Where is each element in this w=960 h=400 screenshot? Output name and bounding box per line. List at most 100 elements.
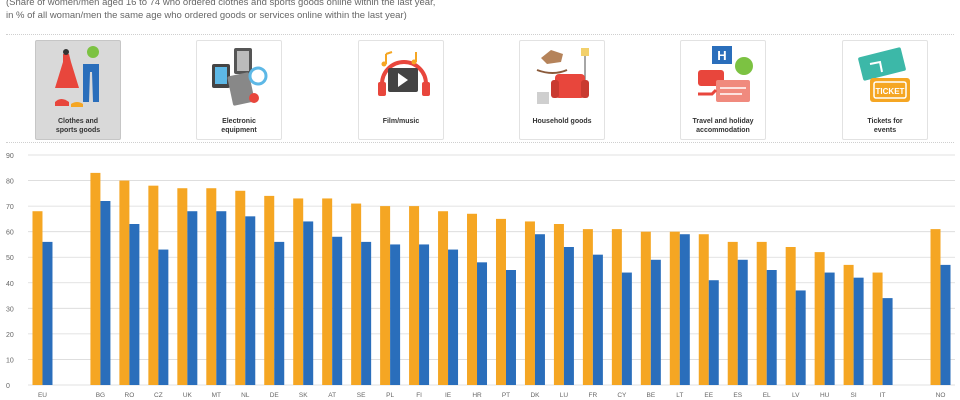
bar-women <box>843 264 854 385</box>
x-tick-label: DK <box>530 392 540 399</box>
bar-men <box>766 270 777 385</box>
bar-men <box>853 277 864 385</box>
electronics-icon <box>212 48 268 106</box>
y-tick-label: 40 <box>6 281 14 288</box>
y-tick-label: 20 <box>6 332 14 339</box>
svg-text:TICKET: TICKET <box>876 87 905 96</box>
bar-men <box>361 241 372 385</box>
divider <box>6 142 954 143</box>
subtitle-line-2: in % of all woman/men the same age who o… <box>6 10 407 21</box>
category-tickets-button[interactable]: TICKET Tickets for events <box>842 40 928 140</box>
y-tick-label: 80 <box>6 179 14 186</box>
bar-men <box>795 290 806 385</box>
x-tick-label: CY <box>617 392 627 399</box>
x-tick-label: IE <box>445 392 452 399</box>
bar-men <box>679 234 690 385</box>
bar-men <box>592 254 603 385</box>
x-tick-label: NO <box>936 392 946 399</box>
bar-men <box>737 259 748 385</box>
bar-women <box>293 198 304 385</box>
bar-men <box>216 211 227 385</box>
x-tick-label: BE <box>646 392 655 399</box>
bar-men <box>187 211 198 385</box>
y-tick-label: 60 <box>6 230 14 237</box>
category-label: Travel and holiday accommodation <box>692 118 754 134</box>
x-tick-label: RO <box>125 392 135 399</box>
bar-women <box>119 180 130 385</box>
film-music-icon <box>378 51 430 96</box>
bar-women <box>148 185 159 385</box>
x-tick-label: PL <box>386 392 394 399</box>
svg-text:H: H <box>717 48 726 63</box>
category-travel-button[interactable]: H Travel and holiday accommodation <box>680 40 766 140</box>
bar-men <box>129 224 140 385</box>
category-clothes-button[interactable]: Clothes and sports goods <box>35 40 121 140</box>
bar-men <box>100 201 111 385</box>
bar-women <box>582 229 593 385</box>
chart-subtitle: (Share of women/men aged 16 to 74 who or… <box>6 0 906 22</box>
travel-icon: H <box>698 46 753 102</box>
bar-men <box>42 241 53 385</box>
x-tick-label: PT <box>502 392 510 399</box>
bar-women <box>495 218 506 385</box>
x-tick-label: ES <box>733 392 742 399</box>
bar-women <box>640 231 651 385</box>
category-label: Household goods <box>532 118 592 125</box>
bar-men <box>650 259 661 385</box>
bar-women <box>322 198 333 385</box>
bar-men <box>940 264 951 385</box>
x-tick-label: FI <box>416 392 422 399</box>
household-icon <box>536 48 589 104</box>
bar-women <box>727 241 738 385</box>
x-tick-label: MT <box>212 392 221 399</box>
x-tick-label: HU <box>820 392 830 399</box>
bar-women <box>930 229 941 385</box>
bar-women <box>90 172 101 385</box>
category-household-button[interactable]: Household goods <box>519 40 605 140</box>
bar-men <box>563 247 574 385</box>
y-tick-label: 0 <box>6 383 10 390</box>
x-tick-label: NL <box>241 392 250 399</box>
bar-men <box>274 241 285 385</box>
bar-women <box>206 188 217 385</box>
bar-women <box>524 221 535 385</box>
category-electronics-button[interactable]: Electronic equipment <box>196 40 282 140</box>
y-tick-label: 10 <box>6 357 14 364</box>
x-tick-label: HR <box>472 392 482 399</box>
bar-women <box>756 241 767 385</box>
x-tick-label: BG <box>96 392 105 399</box>
x-tick-label: UK <box>183 392 193 399</box>
y-tick-label: 90 <box>6 153 14 160</box>
clothes-icon <box>55 46 99 107</box>
y-tick-label: 50 <box>6 255 14 262</box>
y-tick-label: 30 <box>6 306 14 313</box>
x-tick-label: IT <box>880 392 886 399</box>
category-label: Electronic equipment <box>221 118 257 134</box>
x-tick-label: AT <box>328 392 336 399</box>
bar-women <box>698 234 709 385</box>
bar-women <box>32 211 43 385</box>
x-tick-label: LT <box>676 392 683 399</box>
category-label: Film/music <box>382 118 420 125</box>
category-label: Tickets for events <box>867 118 903 134</box>
x-tick-label: SK <box>299 392 308 399</box>
x-tick-label: EE <box>704 392 713 399</box>
bar-men <box>534 234 545 385</box>
bar-women <box>611 229 622 385</box>
bar-men <box>448 249 459 385</box>
bar-men <box>245 216 256 385</box>
x-tick-label: EL <box>763 392 771 399</box>
category-film-music-button[interactable]: Film/music <box>358 40 444 140</box>
x-tick-label: LU <box>560 392 569 399</box>
bar-men <box>708 280 719 385</box>
bar-women <box>553 224 564 385</box>
x-tick-label: SI <box>851 392 857 399</box>
bar-men <box>477 262 488 385</box>
bar-women <box>264 195 275 385</box>
x-tick-label: DE <box>270 392 280 399</box>
bar-men <box>824 272 835 385</box>
x-tick-label: LV <box>792 392 800 399</box>
bar-men <box>158 249 169 385</box>
bar-men <box>390 244 401 385</box>
x-tick-label: SE <box>357 392 366 399</box>
